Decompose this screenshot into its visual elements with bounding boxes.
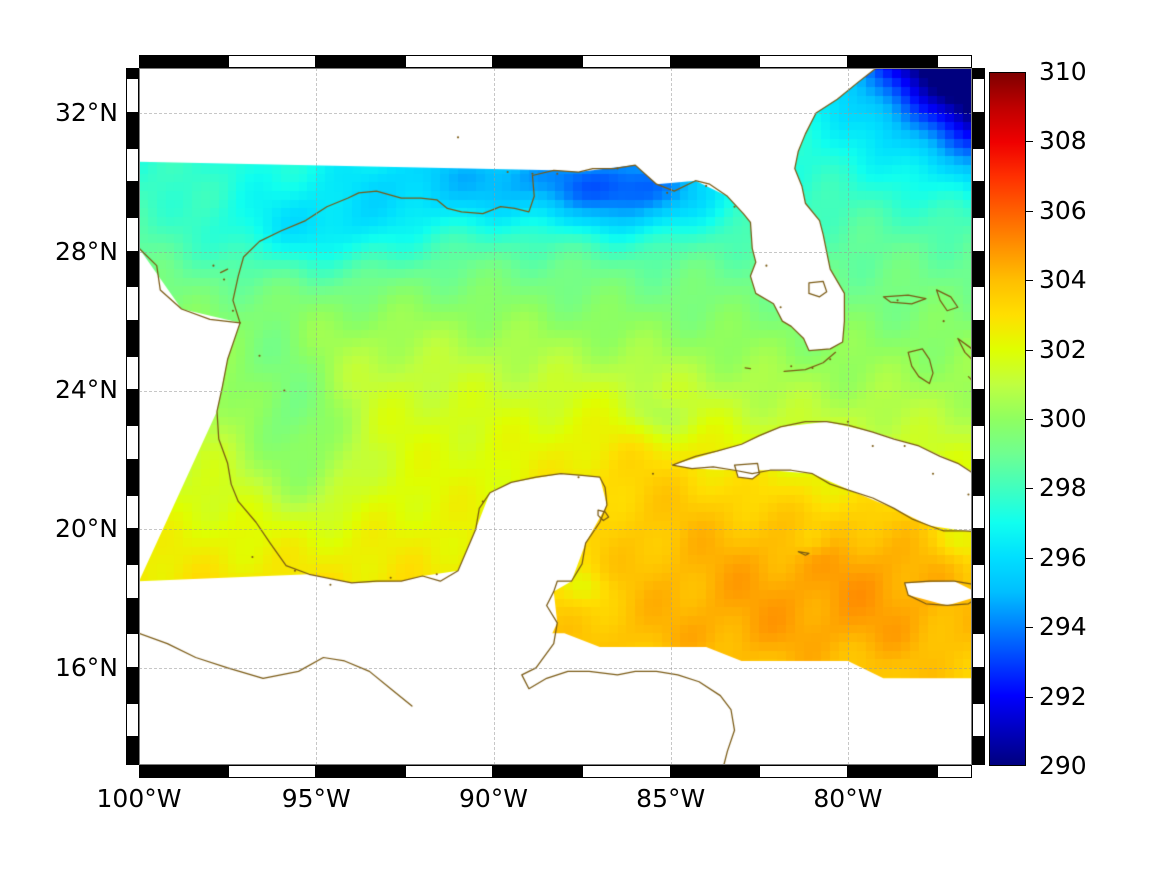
frame-right-block-2 [972,667,985,703]
frame-left-block-last [126,68,139,79]
colorbar-tick-label-4: 298 [1039,473,1087,503]
frame-top-block-8 [847,55,937,68]
frame-bottom-block-5 [582,765,671,778]
colorbar-tick-label-9: 308 [1039,126,1087,156]
frame-top-block-1 [227,55,317,68]
frame-right-block-last [972,68,985,79]
frame-left-block-9 [126,425,139,460]
colorbar-tickmark-8 [1026,210,1033,212]
colorbar-tick-label-3: 296 [1039,542,1087,572]
frame-left-block-11 [126,355,139,391]
colorbar-tick-label-2: 294 [1039,612,1087,642]
xtick-label-0: 100°W [96,784,182,813]
frame-left-block-1 [126,702,139,738]
frame-left-block-8 [126,459,139,495]
colorbar-tickmark-3 [1026,557,1033,559]
frame-left-block-16 [126,182,139,218]
colorbar-tickmark-2 [1026,627,1033,629]
colorbar-tickmark-6 [1026,349,1033,351]
frame-bottom-block-9 [936,765,972,778]
frame-bottom-block-3 [404,765,494,778]
colorbar-tickmark-5 [1026,419,1033,420]
frame-left-block-3 [126,633,139,668]
frame-left-block-4 [126,598,139,634]
colorbar-tick-label-7: 304 [1039,265,1087,295]
frame-bottom-block-0 [139,765,228,778]
frame-right-block-15 [972,217,985,252]
ytick-label-4: 16°N [54,652,118,682]
frame-right-block-13 [972,286,985,322]
ytick-label-3: 20°N [54,514,118,544]
frame-right-block-10 [972,390,985,426]
colorbar-tickmark-9 [1026,141,1033,143]
frame-right-block-8 [972,459,985,495]
frame-bottom-block-4 [493,765,583,778]
frame-left-block-0 [126,737,139,765]
frame-bottom-block-6 [670,765,760,778]
frame-bottom-block-8 [847,765,937,778]
frame-right-block-12 [972,321,985,356]
frame-left-block-2 [126,667,139,703]
colorbar-tick-label-10: 310 [1039,57,1087,86]
frame-right-block-7 [972,494,985,530]
frame-right-block-6 [972,529,985,564]
frame-left-block-19 [126,78,139,114]
frame-left-block-15 [126,217,139,252]
xtick-label-2: 90°W [458,784,528,813]
frame-bottom-block-1 [227,765,317,778]
frame-right-block-11 [972,355,985,391]
colorbar-tick-label-5: 300 [1039,404,1087,433]
frame-left-block-13 [126,286,139,322]
frame-left-block-5 [126,563,139,599]
frame-top-block-4 [493,55,583,68]
frame-bottom-block-2 [316,765,405,778]
frame-right-block-0 [972,737,985,765]
frame-right-block-14 [972,251,985,287]
sst-heatmap-canvas [139,68,972,765]
frame-top-block-6 [670,55,760,68]
frame-top-block-7 [759,55,848,68]
frame-bottom-block-7 [759,765,848,778]
frame-left-block-6 [126,529,139,564]
frame-right-block-1 [972,702,985,738]
colorbar-tickmark-4 [1026,488,1033,490]
frame-right-block-18 [972,113,985,148]
frame-left-block-14 [126,251,139,287]
frame-left-block-10 [126,390,139,426]
frame-right-block-9 [972,425,985,460]
xtick-label-1: 95°W [281,784,351,813]
frame-right-block-4 [972,598,985,634]
frame-left-block-17 [126,147,139,183]
ytick-label-1: 28°N [54,236,118,266]
frame-right-block-3 [972,633,985,668]
frame-top-block-5 [582,55,671,68]
ytick-label-2: 24°N [54,375,118,405]
frame-right-block-19 [972,78,985,114]
frame-left-block-7 [126,494,139,530]
map-axes[interactable] [139,68,972,765]
frame-top-block-9 [936,55,972,68]
xtick-label-4: 80°W [813,784,883,813]
colorbar-tickmark-1 [1026,696,1033,698]
colorbar-tick-label-8: 306 [1039,195,1087,225]
frame-right-block-5 [972,563,985,599]
colorbar-tick-label-0: 290 [1039,751,1087,780]
colorbar-tickmark-7 [1026,280,1033,282]
frame-top-block-2 [316,55,405,68]
frame-right-block-17 [972,147,985,183]
xtick-label-3: 85°W [636,784,706,813]
frame-left-block-18 [126,113,139,148]
colorbar-tick-label-6: 302 [1039,334,1087,364]
colorbar-gradient [989,72,1026,766]
ytick-label-0: 32°N [54,98,118,128]
colorbar-tick-label-1: 292 [1039,681,1087,711]
colorbar[interactable] [989,72,1026,766]
frame-top-block-0 [139,55,228,68]
frame-left-block-12 [126,321,139,356]
frame-right-block-16 [972,182,985,218]
frame-top-block-3 [404,55,494,68]
